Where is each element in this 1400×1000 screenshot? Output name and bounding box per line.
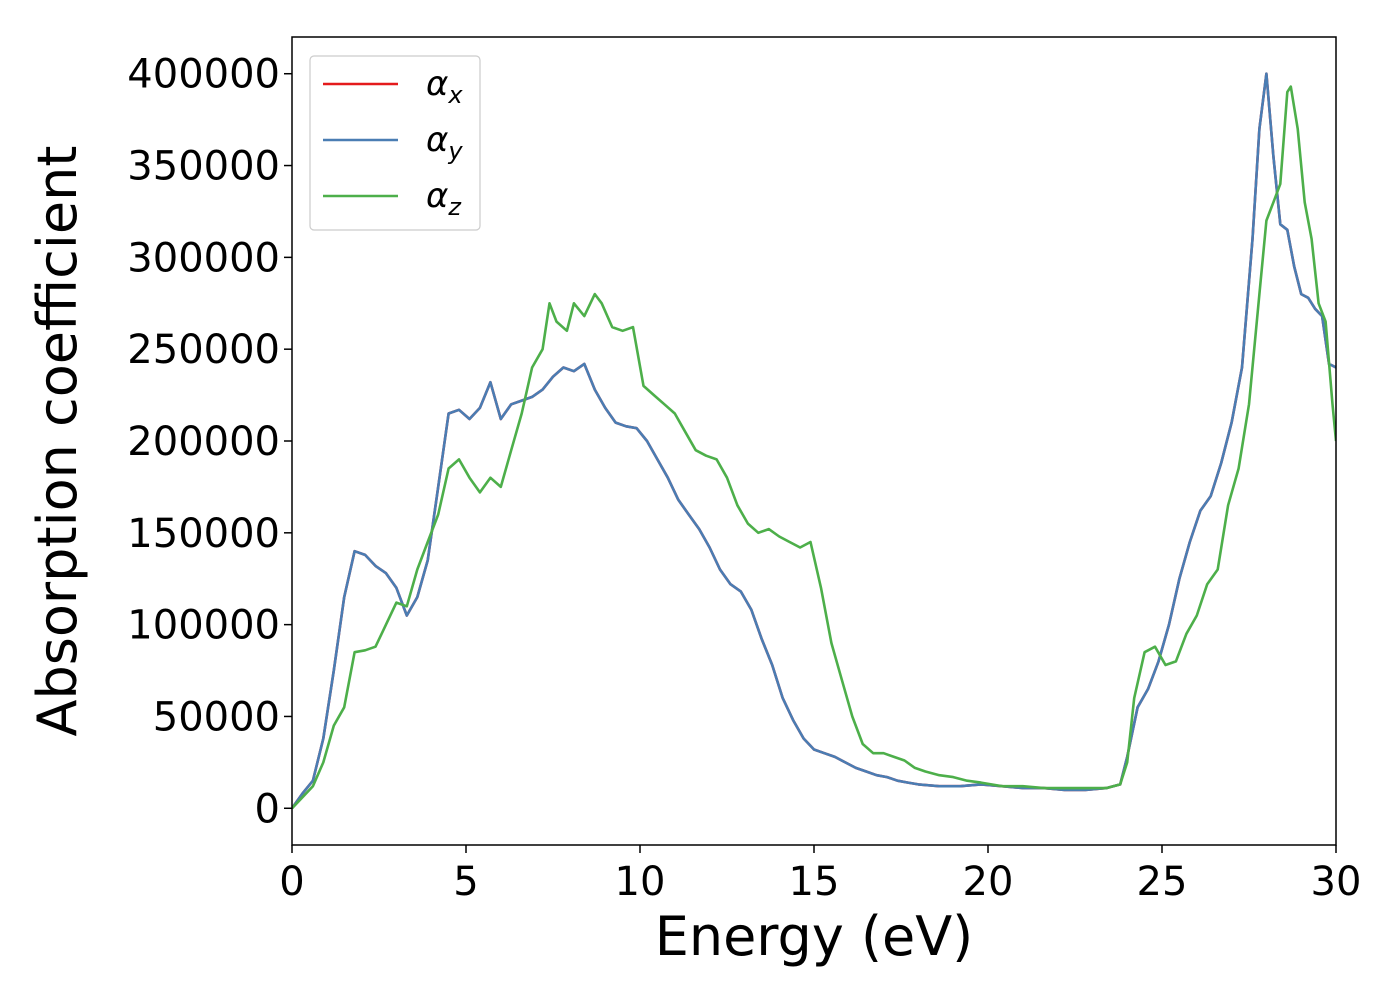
series-line-z bbox=[292, 85, 1336, 810]
y-tick-label: 150000 bbox=[127, 511, 280, 557]
y-tick-label: 400000 bbox=[127, 52, 280, 98]
y-tick-label: 0 bbox=[255, 786, 280, 832]
legend-label-x: αx bbox=[426, 64, 463, 109]
y-axis: 0 50000 100000 150000 200000 250000 300000 3500… bbox=[127, 52, 292, 832]
legend-label-y: αy bbox=[426, 120, 463, 165]
x-axis-label: Energy (eV) bbox=[655, 905, 974, 968]
x-tick-label: 0 bbox=[279, 859, 304, 905]
x-tick-label: 30 bbox=[1311, 859, 1362, 905]
y-tick-label: 350000 bbox=[127, 144, 280, 190]
legend: αx αy αz bbox=[309, 55, 481, 231]
y-tick-label: 300000 bbox=[127, 235, 280, 281]
plot-frame bbox=[291, 36, 1337, 846]
x-axis: 0 5 10 15 20 25 30 bbox=[279, 845, 1361, 905]
y-tick-label: 250000 bbox=[127, 327, 280, 373]
legend-box bbox=[309, 55, 481, 231]
y-tick-label: 100000 bbox=[127, 603, 280, 649]
legend-label-z: αz bbox=[426, 176, 462, 221]
x-tick-label: 10 bbox=[615, 859, 666, 905]
x-tick-label: 5 bbox=[453, 859, 478, 905]
series-line-y bbox=[292, 72, 1336, 810]
x-tick-label: 25 bbox=[1137, 859, 1188, 905]
x-tick-label: 15 bbox=[789, 859, 840, 905]
y-tick-label: 50000 bbox=[153, 694, 280, 740]
y-axis-label: Absorption coefficient bbox=[26, 146, 89, 737]
x-tick-label: 20 bbox=[963, 859, 1014, 905]
plot-area bbox=[292, 72, 1336, 810]
y-tick-label: 200000 bbox=[127, 419, 280, 465]
